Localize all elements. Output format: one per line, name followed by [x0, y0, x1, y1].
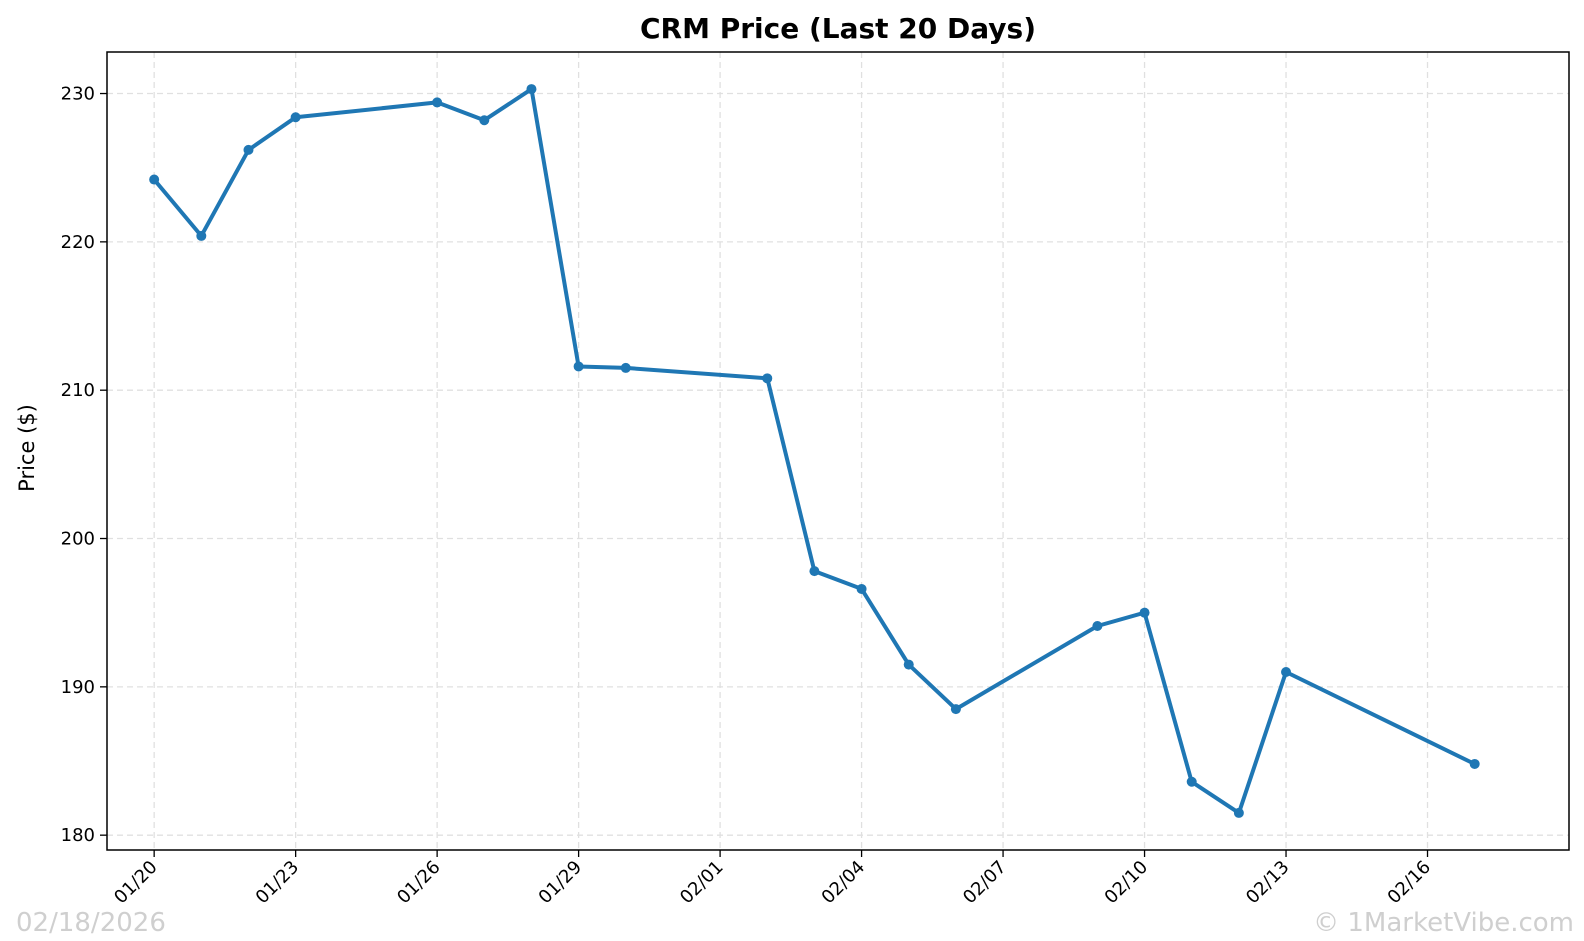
grid	[107, 52, 1569, 850]
price-point	[762, 373, 773, 384]
y-axis-label: Price ($)	[15, 404, 39, 492]
y-tick-label: 190	[61, 677, 95, 698]
price-point	[1233, 807, 1244, 818]
price-point	[1139, 607, 1150, 618]
price-point	[432, 97, 443, 108]
price-point	[243, 144, 254, 155]
price-point	[1469, 758, 1480, 769]
price-point	[149, 174, 160, 185]
price-markers	[149, 84, 1480, 818]
price-point	[950, 704, 961, 715]
price-point	[903, 659, 914, 670]
watermark-date: 02/18/2026	[16, 908, 166, 938]
y-tick-label: 230	[61, 84, 95, 105]
plot-frame	[106, 51, 1570, 851]
price-point	[1186, 776, 1197, 787]
price-point	[620, 362, 631, 373]
y-tick-label: 210	[61, 380, 95, 401]
price-point	[809, 566, 820, 577]
price-point	[290, 112, 301, 123]
price-point	[856, 583, 867, 594]
y-tick-label: 180	[61, 825, 95, 846]
price-point	[1092, 621, 1103, 632]
watermark-brand: © 1MarketVibe.com	[1313, 908, 1574, 938]
price-point	[479, 115, 490, 126]
price-point	[196, 230, 207, 241]
y-tick-label: 220	[61, 232, 95, 253]
y-tick-label: 200	[61, 529, 95, 550]
y-axis: 180 190 200 210 220 230	[61, 84, 107, 846]
price-line	[152, 87, 1477, 815]
price-point	[573, 361, 584, 372]
price-point	[526, 84, 537, 95]
chart-title: CRM Price (Last 20 Days)	[640, 12, 1036, 45]
price-point	[1281, 667, 1292, 678]
